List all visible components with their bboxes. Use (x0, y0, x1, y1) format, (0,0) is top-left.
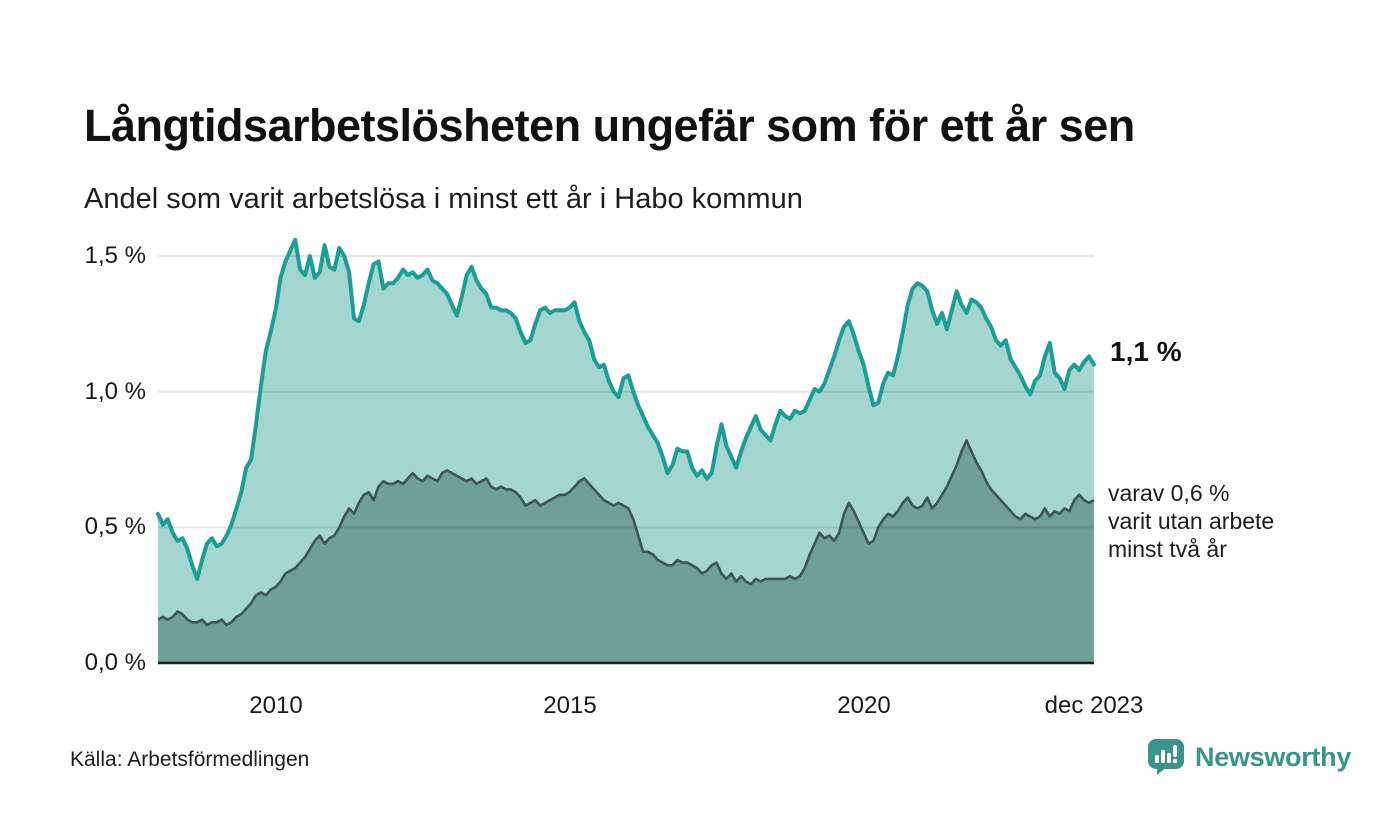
page-title: Långtidsarbetslösheten ungefär som för e… (84, 100, 1135, 152)
newsworthy-wordmark: Newsworthy (1195, 741, 1352, 772)
y-tick-label: 1,5 % (84, 242, 146, 270)
newsworthy-logo: Newsworthy (1147, 738, 1351, 776)
x-tick-label: 2020 (837, 692, 891, 719)
page-subtitle: Andel som varit arbetslösa i minst ett å… (84, 183, 803, 215)
annotation-subseries-line: varit utan arbete (1108, 508, 1275, 534)
annotation-subseries: varav 0,6 % varit utan arbete minst två år (1108, 479, 1274, 563)
newsworthy-icon (1148, 739, 1184, 775)
y-tick-label: 0,5 % (84, 513, 146, 541)
source-label: Källa: Arbetsförmedlingen (70, 748, 310, 771)
series-2yr-area (158, 440, 1094, 663)
x-tick-label: dec 2023 (1044, 692, 1144, 719)
series-2yr-line (157, 439, 1095, 627)
annotation-subseries-line: varav 0,6 % (1108, 480, 1230, 506)
y-tick-label: 0,0 % (84, 649, 146, 676)
x-tick-label: 2010 (249, 692, 303, 719)
x-tick-label: 2015 (543, 692, 597, 719)
annotation-latest-value: 1,1 % (1110, 336, 1182, 367)
series-1yr-line (156, 237, 1096, 581)
annotation-subseries-line: minst två år (1108, 536, 1227, 562)
y-tick-label: 1,0 % (84, 377, 146, 405)
